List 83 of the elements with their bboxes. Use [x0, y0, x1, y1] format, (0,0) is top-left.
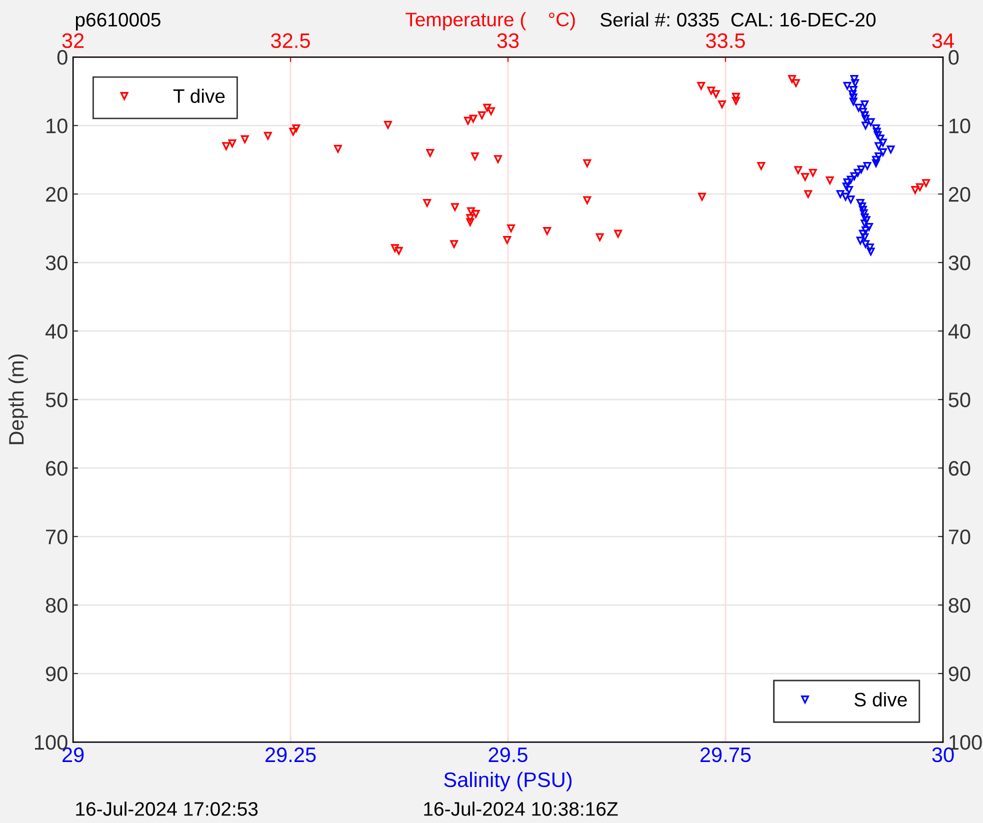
y2-tick-label: 0: [948, 50, 959, 65]
point: [849, 98, 858, 106]
point: [874, 152, 883, 160]
point: [866, 118, 875, 126]
y-tick-label: 60: [46, 461, 68, 476]
point: [872, 156, 880, 164]
point: [886, 146, 895, 154]
point: [876, 134, 884, 143]
point: [872, 128, 881, 136]
y-tick-label: 30: [46, 256, 68, 270]
point: [858, 108, 867, 116]
point: [862, 240, 870, 248]
point: [856, 236, 864, 245]
point: [862, 122, 870, 130]
point: [872, 159, 880, 168]
y-tick-label: 70: [46, 530, 68, 544]
point: [849, 93, 858, 102]
text: p6610005: [76, 12, 160, 30]
point: [857, 165, 866, 174]
x-tick-label: 29.5: [488, 747, 528, 762]
y2-tick-label: 50: [948, 392, 970, 408]
text: Serial #: 0335 CAL: 16-DEC-20: [600, 12, 876, 27]
point: [874, 131, 882, 140]
point: [865, 222, 874, 231]
y2-tick-label: 60: [948, 461, 970, 476]
y2-tick-label: 90: [948, 666, 970, 682]
point: [866, 248, 875, 256]
y-tick-label: 50: [46, 392, 68, 408]
point: [845, 186, 853, 194]
y2-tick-label: 20: [948, 187, 970, 202]
y2-tick-label: 80: [948, 598, 970, 613]
text: 16-Jul-2024 10:38:16Z: [424, 802, 618, 816]
text: 16-Jul-2024 17:02:53: [76, 802, 258, 816]
y2-tick-label: 40: [948, 324, 970, 339]
point: [863, 162, 872, 170]
x2-tick-label: 33.5: [706, 33, 745, 48]
y-tick-label: 20: [46, 187, 68, 202]
y-axis-title: Depth (m): [8, 354, 28, 444]
x-tick-label: 29.75: [700, 747, 751, 762]
x-tick-label: 29.25: [266, 747, 316, 762]
point: [874, 142, 883, 150]
x2-axis-title: Temperature ( °C): [406, 12, 575, 30]
point: [872, 124, 880, 132]
point: [860, 111, 869, 120]
y2-tick-label: 10: [949, 118, 970, 134]
point: [862, 226, 870, 234]
y-tick-label: 40: [45, 324, 68, 339]
point: [842, 192, 850, 201]
y2-tick-label: 30: [948, 256, 970, 270]
x2-tick-label: 32: [62, 33, 84, 48]
y-tick-label: 10: [46, 118, 68, 134]
y-tick-label: 80: [46, 598, 68, 613]
y2-tick-label: 70: [948, 530, 970, 544]
point: [879, 138, 887, 147]
legend-label: T dive: [173, 88, 225, 103]
point: [854, 104, 863, 112]
point: [879, 148, 887, 156]
x2-tick-label: 32.5: [271, 33, 310, 48]
point: [836, 190, 844, 198]
legend-label: S dive: [854, 692, 907, 707]
x2-tick-label: 33: [497, 33, 519, 48]
point: [846, 176, 855, 184]
y-tick-label: 0: [57, 50, 68, 65]
y-tick-label: 90: [46, 666, 68, 682]
point: [842, 182, 850, 190]
x2-tick-label: 34: [932, 33, 954, 48]
point: [856, 198, 864, 207]
point: [862, 114, 870, 123]
point: [849, 86, 858, 94]
point: [858, 206, 867, 214]
point: [860, 233, 869, 242]
point: [866, 244, 874, 252]
point: [850, 172, 858, 180]
point: [843, 82, 852, 90]
point: [854, 168, 862, 177]
x-axis-title: Salinity (PSU): [444, 772, 572, 792]
point: [860, 100, 869, 108]
point: [843, 178, 852, 186]
point: [850, 74, 858, 83]
point: [858, 230, 867, 238]
point: [851, 79, 860, 88]
point: [846, 196, 855, 204]
point: [860, 213, 869, 222]
